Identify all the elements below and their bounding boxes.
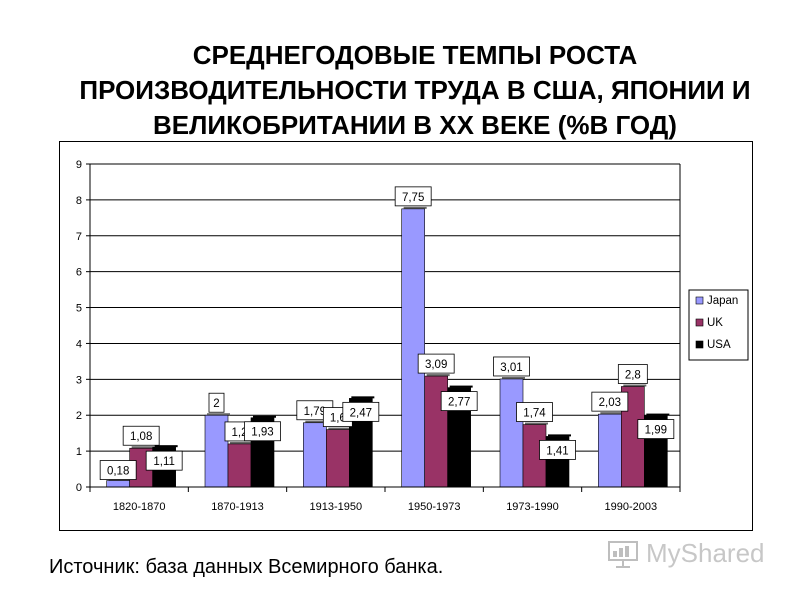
- bar-japan: [401, 208, 425, 488]
- y-tick-label: 2: [76, 410, 82, 422]
- legend-label: USA: [707, 339, 731, 351]
- bar-japan: [598, 413, 622, 488]
- bar-uk: [227, 443, 252, 488]
- y-tick-label: 6: [76, 267, 82, 279]
- data-label: 2,47: [350, 407, 372, 419]
- bar-top-japan: [600, 412, 624, 415]
- data-label-box: [591, 391, 629, 412]
- data-label: 2: [213, 398, 219, 410]
- bar-top-uk: [131, 446, 155, 449]
- watermark: MyShared: [606, 538, 765, 569]
- bar-japan: [106, 480, 130, 488]
- legend-swatch-japan: [695, 296, 704, 305]
- data-label-box: [539, 439, 576, 460]
- legend-swatch-usa: [695, 340, 704, 349]
- bar-top-uk: [328, 427, 352, 430]
- y-tick-label: 9: [76, 159, 82, 171]
- x-tick-label: 1913-1950: [310, 501, 363, 513]
- y-tick-label: 0: [76, 482, 82, 494]
- bar-top-usa: [646, 413, 670, 416]
- data-label: 1,08: [130, 431, 152, 443]
- data-label-box: [342, 401, 380, 422]
- title-line-3: ВЕЛИКОБРИТАНИИ В XX ВЕКЕ (%В ГОД): [153, 110, 677, 140]
- data-label: 1,99: [645, 425, 667, 437]
- data-label: 1,93: [251, 427, 273, 439]
- bar-top-uk: [623, 384, 647, 387]
- data-label: 1,6: [330, 413, 346, 425]
- bar-uk: [326, 429, 350, 488]
- data-label-box: [99, 460, 137, 480]
- data-label-box: [440, 391, 478, 411]
- data-label-box: [394, 186, 432, 207]
- bar-japan: [499, 378, 524, 488]
- data-label: 1,11: [153, 456, 175, 468]
- data-label: 0,18: [107, 466, 129, 478]
- data-label: 2,8: [625, 370, 641, 382]
- bar-top-usa: [351, 396, 375, 399]
- data-label-box: [617, 364, 648, 384]
- bar-top-uk: [525, 422, 548, 425]
- bar-top-usa: [548, 434, 571, 437]
- bar-top-uk: [426, 374, 450, 377]
- y-tick-label: 3: [76, 374, 82, 386]
- x-tick-label: 1990-2003: [605, 501, 658, 513]
- watermark-text: MyShared: [646, 538, 765, 568]
- data-label: 2,03: [599, 397, 621, 409]
- legend-label: Japan: [707, 295, 738, 307]
- data-label-box: [417, 353, 455, 374]
- y-tick-label: 1: [76, 446, 82, 458]
- source-note: Источник: база данных Всемирного банка.: [49, 556, 444, 578]
- bar-top-usa: [449, 385, 473, 388]
- data-label: 7,75: [402, 192, 424, 204]
- data-label-box: [208, 392, 225, 413]
- bar-top-usa: [253, 415, 276, 418]
- data-label-box: [516, 402, 553, 422]
- x-tick-label: 1973-1990: [506, 501, 559, 513]
- data-label: 2,77: [448, 397, 470, 409]
- y-tick-label: 5: [76, 303, 82, 315]
- data-label-box: [122, 425, 160, 446]
- data-label: 1,41: [546, 445, 568, 457]
- bar-top-japan: [502, 376, 525, 379]
- bar-top-uk: [230, 441, 253, 444]
- bar-top-japan: [207, 413, 230, 416]
- data-label: 1,74: [523, 408, 546, 420]
- data-label: 3,01: [500, 362, 522, 374]
- title-line-1: СРЕДНЕГОДОВЫЕ ТЕМПЫ РОСТА: [192, 40, 638, 70]
- data-label-box: [493, 356, 530, 377]
- title-line-2: ПРОИЗВОДИТЕЛЬНОСТИ ТРУДА В США, ЯПОНИИ И: [79, 75, 751, 105]
- data-label: 3,09: [425, 359, 447, 371]
- data-label: 1,2: [232, 427, 248, 439]
- legend-label: UK: [707, 317, 723, 329]
- data-label-box: [145, 450, 183, 471]
- bar-japan: [303, 422, 327, 488]
- bar-top-usa: [154, 445, 178, 448]
- chart-title: СРЕДНЕГОДОВЫЕ ТЕМПЫ РОСТА ПРОИЗВОДИТЕЛЬН…: [40, 38, 790, 143]
- y-tick-label: 4: [76, 338, 82, 350]
- x-tick-label: 1820-1870: [113, 501, 166, 513]
- y-tick-label: 8: [76, 195, 82, 207]
- x-tick-label: 1950-1973: [408, 501, 461, 513]
- legend-swatch-uk: [695, 318, 704, 327]
- data-label: 1,79: [304, 406, 326, 418]
- bar-top-japan: [403, 206, 427, 209]
- bar-japan: [204, 414, 229, 488]
- y-tick-label: 7: [76, 231, 82, 243]
- presentation-board-icon: [608, 540, 638, 568]
- data-label-box: [244, 421, 281, 442]
- x-tick-label: 1870-1913: [211, 501, 264, 513]
- data-label-box: [637, 419, 675, 439]
- bar-top-japan: [305, 420, 329, 423]
